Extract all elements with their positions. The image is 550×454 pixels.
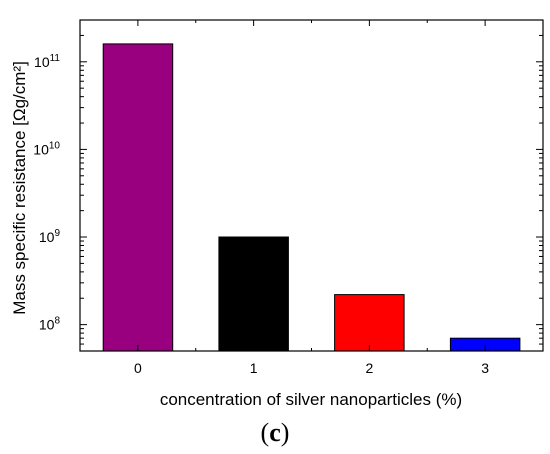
y-tick-exponent: 8 <box>54 316 60 327</box>
bar-1 <box>218 236 289 352</box>
y-tick-label: 109 <box>39 228 61 245</box>
bar-2 <box>334 294 405 352</box>
y-tick-base: 10 <box>39 317 55 333</box>
bars-group <box>102 43 521 352</box>
x-tick-label-0: 0 <box>134 360 142 376</box>
y-tick-exponent: 11 <box>50 53 61 64</box>
y-tick-exponent: 9 <box>54 228 60 239</box>
y-tick-exponent: 10 <box>49 140 61 151</box>
y-tick-label: 1011 <box>34 53 60 70</box>
panel-label-letter: c <box>269 418 281 447</box>
x-tick-label-2: 2 <box>365 360 373 376</box>
y-axis-title: Mass specific resistance [Ωg/cm²] <box>10 61 29 315</box>
y-tick-label: 108 <box>39 316 61 333</box>
panel-label: (c) <box>261 418 290 447</box>
x-tick-label-1: 1 <box>250 360 258 376</box>
x-tick-label-3: 3 <box>481 360 489 376</box>
panel-label-open: ( <box>261 418 270 447</box>
y-tick-base: 10 <box>39 229 55 245</box>
x-axis-title: concentration of silver nanoparticles (%… <box>160 390 462 409</box>
y-tick-base: 10 <box>33 141 49 157</box>
y-tick-label: 1010 <box>33 140 60 157</box>
x-axis-ticks: 0 1 2 3 <box>134 20 489 376</box>
panel-label-close: ) <box>281 418 290 447</box>
y-tick-base: 10 <box>34 54 50 70</box>
bar-0 <box>102 43 174 352</box>
